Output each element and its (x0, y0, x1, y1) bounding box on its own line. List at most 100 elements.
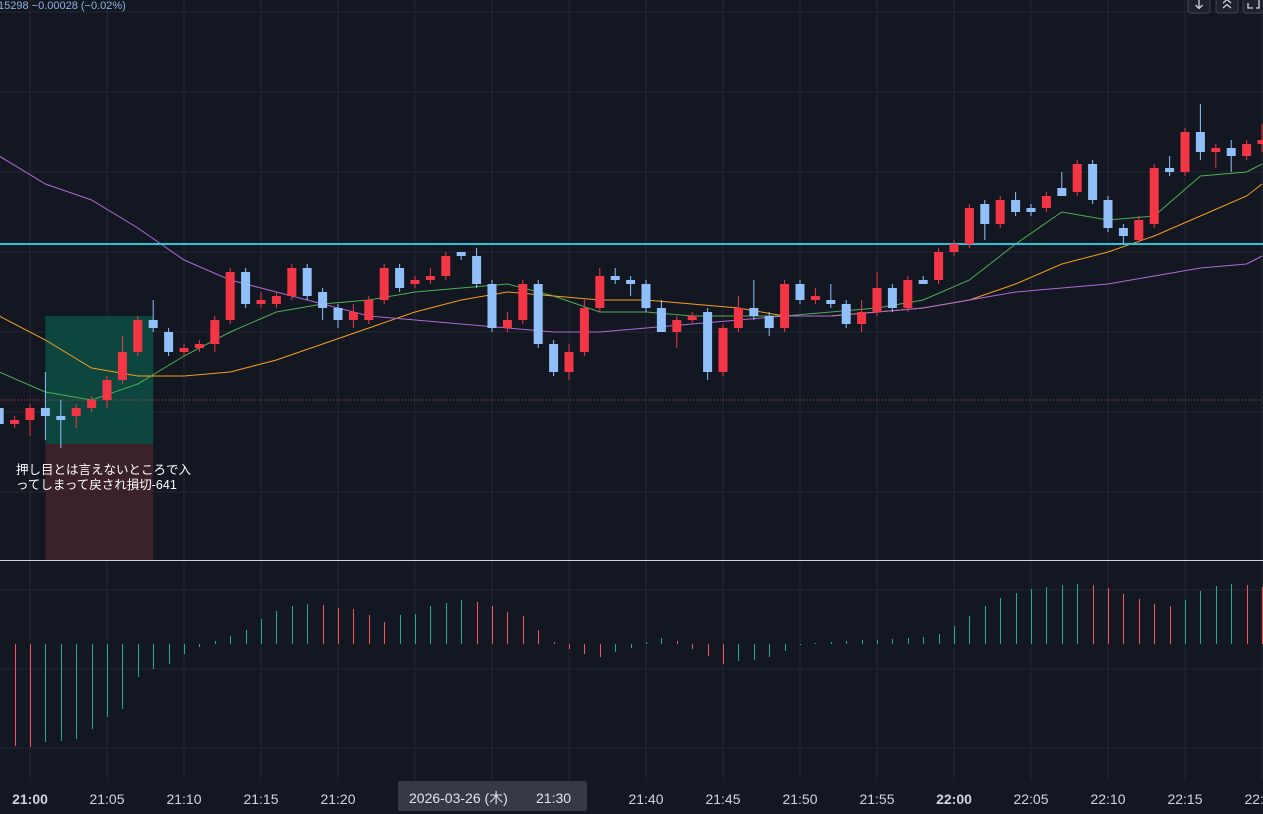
candle-body (949, 244, 959, 252)
x-tick-label: 22:00 (936, 791, 972, 807)
candle-body (810, 296, 820, 300)
candle-body (1026, 208, 1036, 212)
candle-body (241, 272, 251, 304)
candle-body (194, 344, 204, 348)
x-tick-label: 21:20 (320, 791, 355, 807)
candle-body (733, 308, 743, 328)
candle-body (87, 400, 97, 408)
collapse-button[interactable] (1215, 0, 1239, 14)
candle-body (795, 284, 805, 300)
candle-body (271, 296, 281, 304)
candle-body (703, 312, 713, 372)
candle-body (564, 352, 574, 372)
candle-body (1180, 132, 1190, 172)
x-tick-label: 21:10 (166, 791, 201, 807)
candle-body (102, 380, 112, 400)
candle-body (1057, 188, 1067, 196)
x-tick-label: 21:50 (782, 791, 817, 807)
candle-body (1041, 196, 1051, 208)
candle-body (1088, 164, 1098, 200)
candle-body (626, 280, 636, 284)
scroll-down-button[interactable] (1187, 0, 1211, 14)
candle-body (1072, 164, 1082, 192)
candle-body (918, 280, 928, 284)
candle-body (379, 268, 389, 300)
candle-body (395, 268, 405, 288)
candle-body (610, 276, 620, 280)
position-loss-zone (45, 444, 154, 560)
candle-body (71, 408, 81, 416)
x-tick-label: 22:20 (1244, 791, 1263, 807)
candle-body (641, 284, 651, 308)
annotation-text: 押し目とは言えないところで入 (16, 463, 192, 477)
x-tick-label: 22:15 (1167, 791, 1202, 807)
crosshair-label-box (398, 781, 587, 811)
candle-body (179, 348, 189, 352)
candle-body (25, 408, 35, 420)
grid (0, 0, 1263, 780)
x-tick-label: 22:10 (1090, 791, 1125, 807)
candle-body (10, 420, 20, 424)
candle-body (595, 276, 605, 308)
candle-body (533, 284, 543, 344)
candle-body (1242, 144, 1252, 156)
candle-body (549, 344, 559, 372)
candle-body (425, 276, 435, 280)
candle-body (410, 280, 420, 284)
crosshair-time: 21:30 (536, 790, 571, 806)
candle-body (934, 252, 944, 280)
candle-body (1257, 140, 1263, 144)
header-price: 15298 (0, 0, 29, 12)
time-axis: 21:0021:0521:1021:1521:2021:2521:3021:35… (12, 781, 1263, 811)
candle-body (133, 320, 143, 352)
candle-body (456, 252, 466, 256)
candle-body (1134, 220, 1144, 240)
candle-body (857, 312, 867, 324)
candle-body (887, 288, 897, 308)
x-tick-label: 21:05 (89, 791, 124, 807)
candle-body (164, 332, 174, 352)
candle-body (364, 300, 374, 320)
x-tick-label: 22:05 (1013, 791, 1048, 807)
candle-body (287, 268, 297, 296)
candle-body (1211, 148, 1221, 152)
maximize-button[interactable] (1242, 0, 1263, 14)
candle-body (117, 352, 127, 380)
header-change: −0.00028 (−0.02%) (32, 0, 126, 12)
toolbar (1187, 0, 1263, 14)
candle-body (1118, 228, 1128, 236)
candle-body (472, 256, 482, 284)
x-tick-label: 21:40 (628, 791, 663, 807)
candle-body (1226, 148, 1236, 156)
candle-body (1195, 132, 1205, 152)
candle-body (56, 416, 66, 420)
candle-body (687, 316, 697, 320)
candle-body (518, 284, 528, 320)
candle-body (995, 200, 1005, 224)
candle-body (348, 312, 358, 320)
candle-body (872, 288, 882, 312)
candle-body (487, 284, 497, 328)
candle-body (256, 300, 266, 304)
x-tick-label: 21:00 (12, 791, 48, 807)
candle-body (1103, 200, 1113, 228)
candle-body (579, 308, 589, 352)
x-tick-label: 21:55 (859, 791, 894, 807)
annotation-text: ってしまって戻され損切-641 (16, 477, 177, 492)
candle-body (333, 308, 343, 320)
candle-body (903, 280, 913, 308)
candle-body (826, 300, 836, 304)
x-tick-label: 21:15 (243, 791, 278, 807)
candle-body (302, 268, 312, 296)
candle-body (1165, 168, 1175, 172)
candle-body (441, 256, 451, 276)
candle-body (40, 408, 50, 416)
candle-body (841, 304, 851, 324)
candle-body (964, 208, 974, 244)
candle-body (749, 308, 759, 316)
crosshair-date: 2026-03-26 (木) (409, 790, 508, 806)
histogram-pane (15, 584, 1263, 747)
x-tick-label: 21:45 (705, 791, 740, 807)
